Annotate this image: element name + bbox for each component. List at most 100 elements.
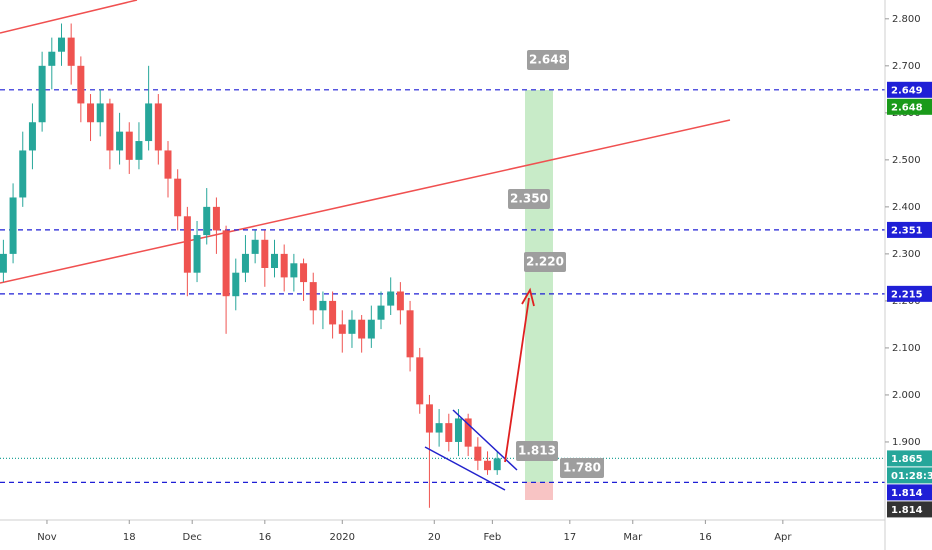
candle-body <box>48 51 56 66</box>
target-zone <box>525 90 553 482</box>
candle-body <box>474 446 482 461</box>
candle-body <box>416 357 424 405</box>
y-tick-label: 1.900 <box>892 437 921 448</box>
candle-body <box>251 239 259 254</box>
candle-body <box>106 103 114 151</box>
candle-body <box>493 458 501 471</box>
callout <box>527 50 569 70</box>
x-tick-label: Mar <box>623 532 643 543</box>
x-tick-label: 16 <box>258 532 271 543</box>
price-badge <box>887 221 932 238</box>
price-badge-label: 2.215 <box>891 289 923 300</box>
y-tick-label: 2.400 <box>892 202 921 213</box>
candles <box>0 23 501 508</box>
price-badge <box>887 484 932 501</box>
candle-body <box>271 253 279 268</box>
candle-body <box>38 65 46 123</box>
price-badge <box>887 285 932 302</box>
candle-body <box>9 197 17 254</box>
x-tick-label: Nov <box>37 532 57 543</box>
drawings-bg <box>0 0 885 500</box>
price-badge <box>887 81 932 98</box>
candle-body <box>464 418 472 447</box>
x-tick-label: 17 <box>563 532 576 543</box>
candle-body <box>116 131 124 151</box>
callout-text: 2.220 <box>526 255 564 269</box>
candle-body <box>435 423 443 433</box>
candle-body <box>67 37 75 66</box>
candle-body <box>96 103 104 123</box>
x-tick-label: Feb <box>484 532 502 543</box>
callout <box>508 189 550 209</box>
candle-body <box>348 319 356 334</box>
price-badge-label: 1.814 <box>891 505 923 516</box>
x-tick-label: 18 <box>123 532 136 543</box>
stop-zone <box>525 482 553 500</box>
wedge-line <box>452 409 518 471</box>
x-tick-label: 16 <box>699 532 712 543</box>
wedge-line <box>424 446 506 491</box>
candle-body <box>57 37 65 52</box>
candle-body <box>222 230 230 297</box>
price-badge <box>887 467 932 484</box>
callout-text: 1.813 <box>518 444 556 458</box>
callout <box>516 441 558 461</box>
price-badge-label: 1.865 <box>891 454 923 465</box>
candle-body <box>445 423 453 442</box>
price-badge <box>887 501 932 518</box>
candle-body <box>329 300 337 325</box>
candle-body <box>300 263 308 283</box>
trend-line <box>0 119 731 284</box>
arrow <box>504 297 530 463</box>
y-tick-label: 2.300 <box>892 249 921 260</box>
price-badge-label: 2.351 <box>891 225 923 236</box>
callout-text: 2.648 <box>529 53 567 67</box>
candle-body <box>319 300 327 311</box>
candle-body <box>367 319 375 339</box>
candle-body <box>358 319 366 339</box>
candle-body <box>193 235 201 273</box>
candle-body <box>454 418 462 442</box>
candle-body <box>0 253 7 273</box>
candle-body <box>19 150 27 198</box>
price-badge <box>887 450 932 467</box>
candle-body <box>212 206 220 231</box>
price-badge-label: 2.649 <box>891 85 923 96</box>
candle-body <box>396 291 404 311</box>
price-badge-label: 2.648 <box>891 102 923 113</box>
drawings: 2.648 2.350 2.220 1.813 1.780 <box>424 50 604 491</box>
callout-text: 2.350 <box>510 192 548 206</box>
candle-body <box>425 404 433 433</box>
callout-text: 1.780 <box>563 461 601 475</box>
y-tick-label: 2.800 <box>892 14 921 25</box>
x-tick-label: Dec <box>183 532 202 543</box>
candle-body <box>164 150 172 179</box>
candle-body <box>183 216 191 273</box>
candle-body <box>241 253 249 273</box>
arrow-head <box>521 287 535 307</box>
candle-body <box>125 131 133 160</box>
y-tick-label: 2.000 <box>892 390 921 401</box>
x-tick-label: 2020 <box>330 532 355 543</box>
candle-body <box>28 122 36 151</box>
candle-body <box>290 263 298 278</box>
y-tick-label: 2.700 <box>892 61 921 72</box>
candle-body <box>338 324 346 334</box>
candle-body <box>154 103 162 151</box>
y-tick-label: 2.100 <box>892 343 921 354</box>
y-tick-label: 2.500 <box>892 155 921 166</box>
x-tick-label: Apr <box>774 532 792 543</box>
candle-body <box>87 103 95 123</box>
candle-body <box>280 253 288 278</box>
candle-body <box>309 282 317 311</box>
candle-body <box>261 239 269 268</box>
candle-body <box>484 460 492 471</box>
candle-body <box>174 178 182 217</box>
callout <box>524 252 566 272</box>
candle-body <box>203 206 211 236</box>
price-badge-label: 1.814 <box>891 488 923 499</box>
price-badge <box>887 98 932 115</box>
candle-body <box>406 310 414 358</box>
